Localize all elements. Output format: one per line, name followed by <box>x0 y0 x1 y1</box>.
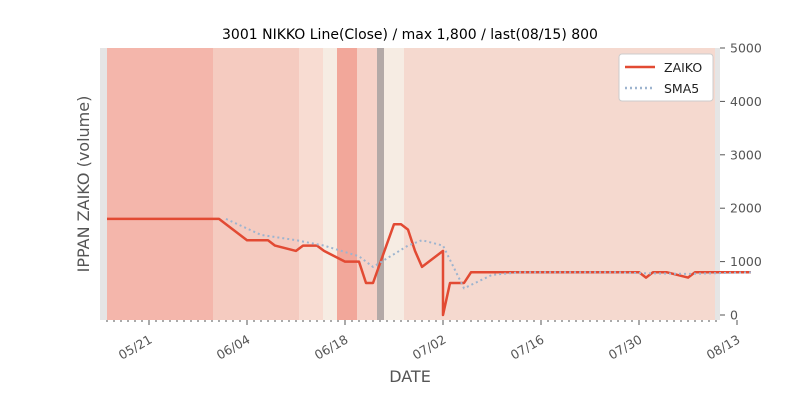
legend-label-sma5: SMA5 <box>664 81 699 96</box>
y-axis-ticks: 0 1000 2000 3000 4000 5000 <box>720 41 762 323</box>
x-axis-label: DATE <box>389 367 431 386</box>
background-band <box>384 48 404 320</box>
x-axis-ticks: 05/21 06/04 06/18 07/02 07/16 07/30 08/13 <box>116 320 743 363</box>
y-tick-label: 3000 <box>730 147 762 162</box>
background-band <box>377 48 384 320</box>
x-tick-label: 07/30 <box>606 332 645 363</box>
y-tick-label: 2000 <box>730 201 762 216</box>
legend-label-zaiko: ZAIKO <box>664 60 702 75</box>
x-tick-label: 05/21 <box>116 332 155 363</box>
x-tick-label: 07/02 <box>410 332 449 363</box>
background-band <box>213 48 299 320</box>
x-tick-label: 06/18 <box>312 332 351 363</box>
y-tick-label: 1000 <box>730 254 762 269</box>
series-line-zaiko <box>107 217 751 317</box>
y-tick-label: 0 <box>730 308 738 323</box>
background-band <box>107 48 213 320</box>
x-tick-label: 07/16 <box>508 332 547 363</box>
x-tick-label: 08/13 <box>704 332 743 363</box>
y-tick-label: 4000 <box>730 94 762 109</box>
x-tick-label: 06/04 <box>214 332 253 363</box>
series-layer <box>107 217 752 317</box>
y-tick-label: 5000 <box>730 41 762 56</box>
background-band <box>323 48 337 320</box>
background-bands <box>107 48 715 320</box>
background-band <box>337 48 357 320</box>
chart-title: 3001 NIKKO Line(Close) / max 1,800 / las… <box>222 27 598 43</box>
x-minor-ticks <box>106 320 717 322</box>
background-band <box>357 48 377 320</box>
y-axis-label: IPPAN ZAIKO (volume) <box>74 96 93 273</box>
background-band <box>299 48 323 320</box>
legend: ZAIKO SMA5 <box>618 53 714 102</box>
